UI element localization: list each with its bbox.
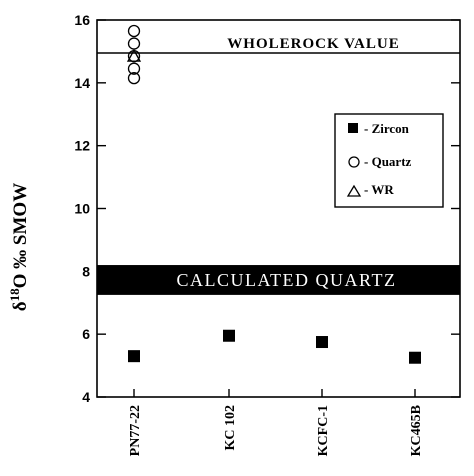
legend-zircon-label: - Zircon <box>364 121 410 136</box>
y-tick-label: 12 <box>74 138 90 154</box>
legend-quartz-label: - Quartz <box>364 154 412 169</box>
zircon-point <box>409 351 421 364</box>
y-axis-label-delta: δ <box>10 301 31 311</box>
x-axis: PN77-22 KC 102 KCFC-1 KC465B <box>128 389 424 456</box>
quartz-point <box>127 24 141 38</box>
y-tick-label: 4 <box>82 389 90 405</box>
zircon-point <box>223 329 235 342</box>
y-axis-label-superscript: 18 <box>7 288 22 302</box>
legend-quartz-marker <box>348 156 360 168</box>
y-tick-label: 6 <box>82 326 90 342</box>
y-tick-label: 16 <box>74 12 90 28</box>
y-tick-label: 14 <box>74 75 90 91</box>
y-tick-label: 8 <box>82 263 90 279</box>
calculated-quartz-label: CALCULATED QUARTZ <box>177 270 397 290</box>
legend-wr-label: - WR <box>364 182 394 197</box>
x-tick-label: KCFC-1 <box>316 405 331 456</box>
quartz-point <box>127 62 141 75</box>
calculated-quartz-band <box>97 265 460 295</box>
y-axis: 4 6 8 10 12 14 16 <box>74 12 460 405</box>
data-points <box>126 24 421 364</box>
y-tick-label: 10 <box>74 201 90 217</box>
y-axis-label-text: O ‰ SMOW <box>10 183 31 289</box>
zircon-point <box>316 336 328 349</box>
wr-point <box>126 48 142 62</box>
quartz-point <box>127 37 141 50</box>
x-tick-label: KC 102 <box>223 405 238 451</box>
x-tick-label: KC465B <box>409 405 424 456</box>
legend-zircon-marker <box>348 123 358 133</box>
wholerock-value-label: WHOLEROCK VALUE <box>227 36 399 52</box>
legend-wr-marker <box>346 184 362 197</box>
legend: - Zircon - Quartz - WR <box>334 113 444 208</box>
zircon-point <box>128 350 140 363</box>
plot-frame <box>96 19 461 398</box>
x-tick-label: PN77-22 <box>128 405 143 456</box>
y-axis-label: δ18O ‰ SMOW <box>7 183 31 311</box>
quartz-point <box>127 71 141 85</box>
